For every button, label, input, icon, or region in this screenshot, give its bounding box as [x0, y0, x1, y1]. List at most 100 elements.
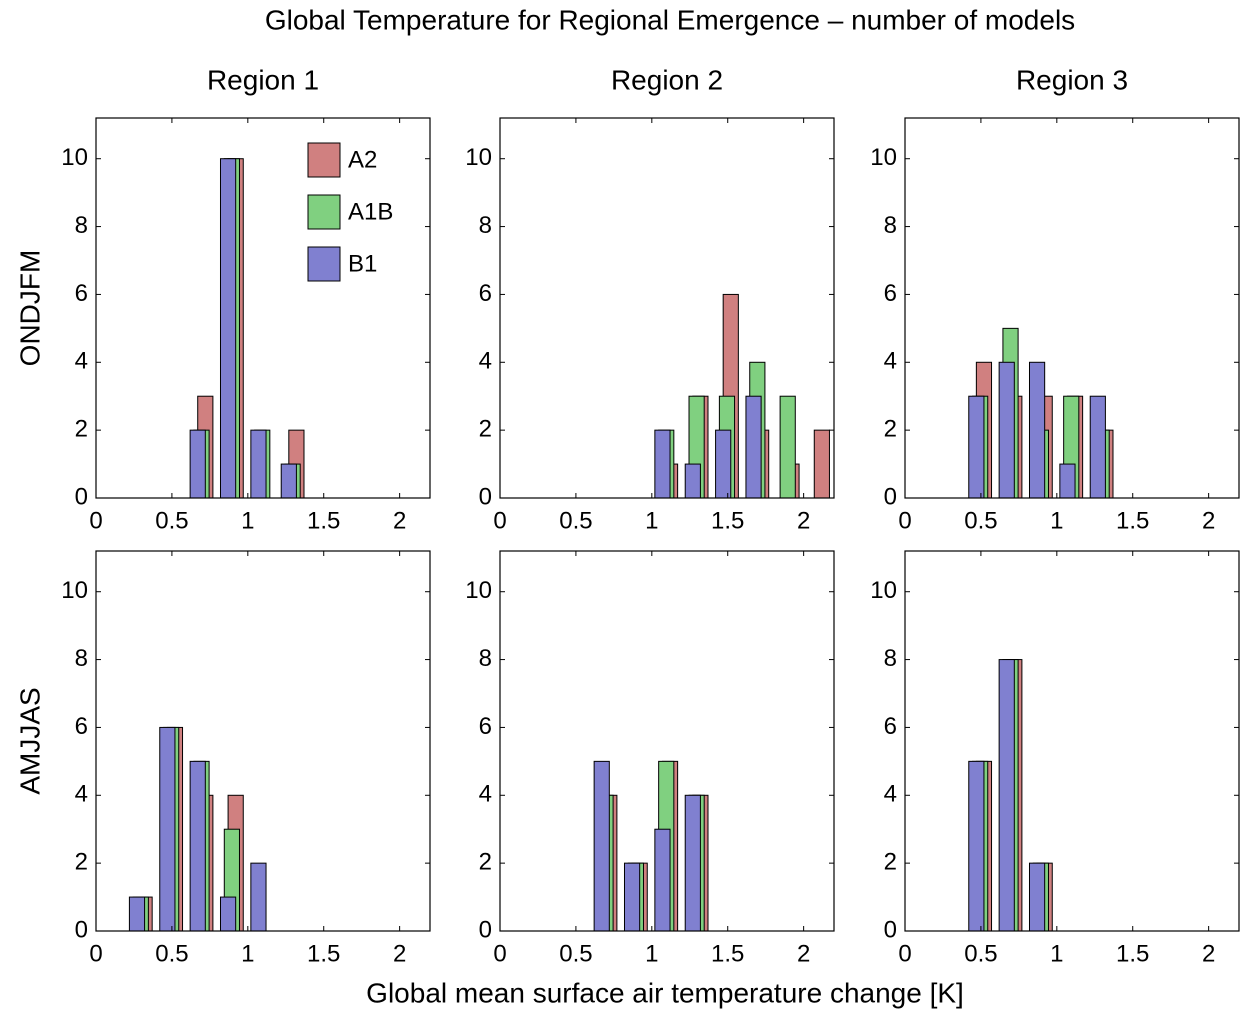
bar — [1089, 395, 1106, 499]
x-tick-label: 1 — [645, 507, 658, 534]
x-tick-label: 1 — [241, 507, 254, 534]
x-tick-label: 0 — [89, 940, 102, 967]
x-tick-label: 1.5 — [1116, 940, 1149, 967]
x-tick-label: 0.5 — [964, 940, 997, 967]
bar — [128, 896, 146, 932]
x-tick-label: 2 — [797, 940, 810, 967]
axes-box — [904, 117, 1240, 499]
x-tick-label: 1 — [241, 940, 254, 967]
bar — [813, 429, 830, 499]
y-tick-label: 4 — [75, 781, 88, 808]
y-tick-label: 2 — [75, 415, 88, 442]
y-tick-label: 8 — [884, 212, 897, 239]
panel-title: Region 3 — [1016, 64, 1128, 95]
x-tick-label: 1.5 — [711, 507, 744, 534]
bar — [654, 828, 671, 932]
y-tick-label: 0 — [75, 483, 88, 510]
y-tick-label: 2 — [884, 848, 897, 875]
x-tick-label: 2 — [393, 507, 406, 534]
bar — [1059, 463, 1076, 499]
x-tick-label: 2 — [1202, 940, 1215, 967]
y-tick-label: 8 — [479, 645, 492, 672]
y-tick-label: 6 — [479, 713, 492, 740]
axes-box — [95, 117, 431, 499]
bar — [159, 726, 176, 932]
x-tick-label: 1 — [645, 940, 658, 967]
x-tick-label: 1 — [1050, 940, 1063, 967]
x-tick-label: 1 — [1050, 507, 1063, 534]
y-tick-label: 10 — [61, 577, 88, 604]
bar — [998, 659, 1015, 932]
bar — [684, 794, 701, 932]
legend-label: B1 — [348, 250, 377, 277]
y-tick-label: 6 — [75, 280, 88, 307]
y-tick-label: 10 — [465, 144, 492, 171]
y-tick-label: 4 — [884, 781, 897, 808]
x-tick-label: 0 — [493, 507, 506, 534]
x-tick-label: 2 — [1202, 507, 1215, 534]
bar — [219, 896, 237, 932]
x-tick-label: 0.5 — [155, 940, 188, 967]
y-tick-label: 8 — [75, 645, 88, 672]
y-tick-label: 4 — [479, 781, 492, 808]
x-axis-label: Global mean surface air temperature chan… — [366, 977, 964, 1008]
y-tick-label: 2 — [884, 415, 897, 442]
bar — [745, 395, 762, 499]
bar — [189, 429, 206, 499]
y-tick-label: 10 — [465, 577, 492, 604]
legend-swatch — [307, 194, 341, 230]
panel-title: Region 2 — [611, 64, 723, 95]
figure-title: Global Temperature for Regional Emergenc… — [265, 4, 1075, 35]
y-tick-label: 0 — [884, 916, 897, 943]
y-tick-label: 2 — [75, 848, 88, 875]
bar — [654, 429, 671, 499]
y-tick-label: 6 — [884, 280, 897, 307]
y-tick-label: 4 — [75, 348, 88, 375]
y-tick-label: 10 — [61, 144, 88, 171]
x-tick-label: 1.5 — [711, 940, 744, 967]
y-tick-label: 8 — [75, 212, 88, 239]
bar — [189, 760, 206, 932]
y-tick-label: 0 — [479, 483, 492, 510]
bar — [1028, 862, 1046, 932]
axes-box — [499, 550, 835, 932]
panel-title: Region 1 — [207, 64, 319, 95]
bar — [219, 158, 237, 499]
y-tick-label: 4 — [884, 348, 897, 375]
axes-box — [499, 117, 835, 499]
bar — [684, 463, 701, 499]
bar — [968, 395, 985, 499]
x-tick-label: 0 — [898, 507, 911, 534]
y-tick-label: 8 — [479, 212, 492, 239]
y-tick-label: 6 — [884, 713, 897, 740]
legend-label: A1B — [348, 198, 393, 225]
x-tick-label: 1.5 — [1116, 507, 1149, 534]
bar — [998, 361, 1015, 499]
bar — [280, 463, 297, 499]
x-tick-label: 0.5 — [964, 507, 997, 534]
y-tick-label: 2 — [479, 848, 492, 875]
legend-label: A2 — [348, 146, 377, 173]
y-tick-label: 10 — [870, 144, 897, 171]
bar — [593, 760, 610, 932]
x-tick-label: 0.5 — [559, 940, 592, 967]
y-tick-label: 10 — [870, 577, 897, 604]
axes-box — [95, 550, 431, 932]
x-tick-label: 0 — [493, 940, 506, 967]
x-tick-label: 1.5 — [307, 940, 340, 967]
y-tick-label: 0 — [75, 916, 88, 943]
y-tick-label: 2 — [479, 415, 492, 442]
row-label: AMJJAS — [14, 687, 45, 794]
bar — [250, 429, 267, 499]
y-tick-label: 0 — [479, 916, 492, 943]
bar — [1028, 361, 1046, 499]
bar — [968, 760, 985, 932]
row-label: ONDJFM — [14, 250, 45, 367]
y-tick-label: 6 — [479, 280, 492, 307]
x-tick-label: 0.5 — [559, 507, 592, 534]
x-tick-label: 2 — [393, 940, 406, 967]
axes-box — [904, 550, 1240, 932]
x-tick-label: 0.5 — [155, 507, 188, 534]
y-tick-label: 8 — [884, 645, 897, 672]
